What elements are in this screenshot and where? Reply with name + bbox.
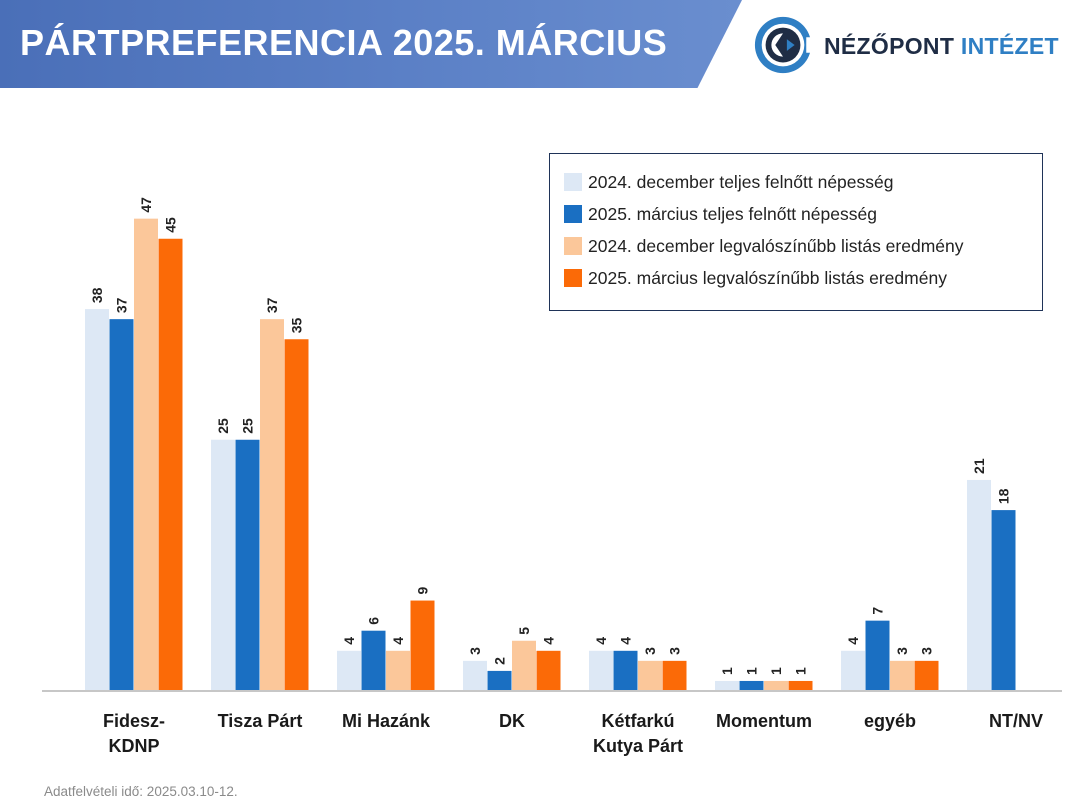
data-label: 1 [768,667,784,675]
bar [260,319,284,691]
data-label: 45 [163,217,179,233]
data-label: 3 [467,647,483,655]
legend-swatch [564,269,582,287]
header-band [0,0,742,88]
bar [109,319,134,691]
bar [715,680,739,691]
bar [739,680,764,691]
category-label: NT/NV [989,711,1043,731]
logo: NÉZŐPONT INTÉZET [752,14,1082,78]
data-label: 18 [996,488,1012,504]
data-label: 3 [667,647,683,655]
bar [410,600,435,691]
legend-swatch [564,205,582,223]
legend-label: 2024. december legvalószínűbb listás ere… [588,235,964,256]
data-label: 4 [341,637,357,645]
data-label: 7 [870,607,886,615]
page-title: PÁRTPREFERENCIA 2025. MÁRCIUS [20,22,668,63]
legend-label: 2025. március legvalószínűbb listás ered… [588,267,947,288]
logo-word-2: INTÉZET [960,33,1059,59]
logo-text: NÉZŐPONT INTÉZET [824,33,1059,60]
bar [991,510,1016,691]
data-label: 3 [642,647,658,655]
bar [512,640,536,691]
bar [211,439,235,691]
data-label: 6 [366,617,382,625]
bar [235,439,260,691]
data-label: 37 [114,297,130,313]
data-label: 4 [593,637,609,645]
bar [841,650,865,691]
bar [536,650,561,691]
legend-item: 2024. december legvalószínűbb listás ere… [564,234,964,258]
data-label: 25 [215,418,231,434]
category-label: Fidesz- [103,711,165,731]
category-label: DK [499,711,525,731]
legend-item: 2025. március legvalószínűbb listás ered… [564,266,947,290]
bar [487,670,512,691]
category-label: Momentum [716,711,812,731]
bar [788,680,813,691]
data-label: 2 [492,657,508,665]
bar [638,660,662,691]
logo-word-1: NÉZŐPONT [824,33,955,59]
data-label: 4 [845,637,861,645]
legend-label: 2025. március teljes felnőtt népesség [588,203,877,224]
data-label: 4 [541,637,557,645]
category-label: Mi Hazánk [342,711,431,731]
category-label: egyéb [864,711,916,731]
bar [865,620,890,691]
bar [284,339,309,691]
legend-swatch [564,237,582,255]
nezopont-logo-icon [754,16,814,74]
category-label: KDNP [108,736,159,756]
bar [463,660,487,691]
data-label: 1 [744,667,760,675]
bar [589,650,613,691]
legend-item: 2025. március teljes felnőtt népesség [564,202,877,226]
bar [662,660,687,691]
data-label: 38 [89,287,105,303]
data-label: 4 [618,637,634,645]
bar [337,650,361,691]
category-label: Kutya Párt [593,736,683,756]
data-label: 35 [289,317,305,333]
data-label: 1 [793,667,809,675]
bar [361,630,386,691]
category-label: Kétfarkú [601,711,674,731]
bar [85,309,109,691]
bar [613,650,638,691]
data-label: 25 [240,418,256,434]
bar [764,680,788,691]
legend-label: 2024. december teljes felnőtt népesség [588,171,894,192]
bar [386,650,410,691]
bar [158,238,183,691]
category-label: Tisza Párt [218,711,303,731]
data-label: 47 [138,197,154,213]
chart-legend: 2024. december teljes felnőtt népesség 2… [549,153,1043,311]
data-label: 5 [516,627,532,635]
bar [134,218,158,691]
data-label: 1 [719,667,735,675]
legend-item: 2024. december teljes felnőtt népesség [564,170,893,194]
survey-date-note: Adatfelvételi idő: 2025.03.10-12. [44,784,238,799]
bar [914,660,939,691]
bar [890,660,914,691]
data-label: 3 [919,647,935,655]
bar [967,479,991,691]
legend-swatch [564,173,582,191]
data-label: 4 [390,637,406,645]
data-label: 21 [971,458,987,474]
data-label: 37 [264,297,280,313]
data-label: 9 [415,587,431,595]
data-label: 3 [894,647,910,655]
